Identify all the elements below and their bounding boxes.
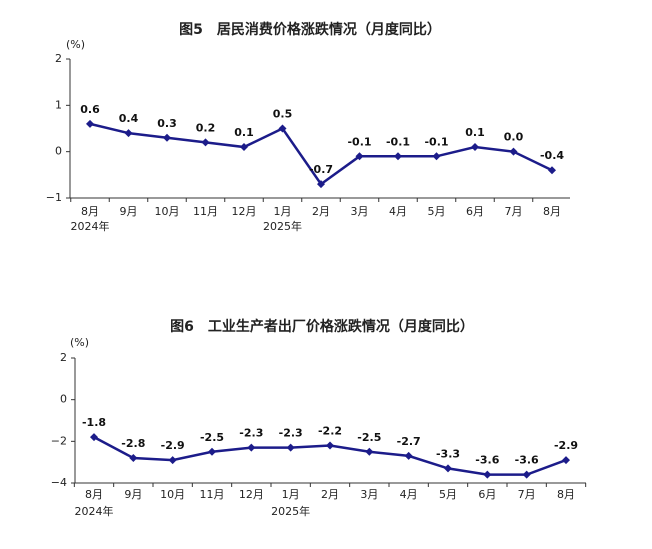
x-tick-label: 3月	[351, 205, 369, 218]
marker	[509, 147, 518, 156]
year-label: 2025年	[271, 504, 310, 518]
x-tick-label: 9月	[120, 205, 138, 218]
value-label: -2.3	[239, 427, 263, 440]
value-label: 0.5	[273, 108, 293, 121]
value-label: -2.5	[357, 431, 381, 444]
value-label: -2.3	[279, 427, 303, 440]
x-tick-label: 6月	[478, 488, 496, 501]
x-tick-label: 4月	[389, 205, 407, 218]
marker	[163, 133, 171, 142]
marker	[168, 456, 177, 465]
marker	[86, 119, 94, 128]
marker	[240, 143, 248, 152]
chart-title: 图5 居民消费价格涨跌情况（月度同比）	[179, 21, 441, 38]
x-tick-label: 8月	[557, 488, 575, 501]
marker	[522, 470, 531, 479]
value-label: -0.1	[347, 135, 371, 148]
value-label: 0.0	[504, 131, 524, 144]
year-label: 2024年	[75, 504, 114, 518]
value-label: 0.2	[196, 121, 216, 134]
marker	[404, 451, 413, 460]
y-tick-label: −1	[46, 191, 62, 204]
value-label: -3.3	[436, 447, 460, 460]
x-tick-label: 2月	[321, 488, 339, 501]
marker	[317, 180, 325, 189]
marker	[548, 166, 556, 175]
marker	[326, 441, 334, 450]
value-label: -2.7	[397, 435, 421, 448]
marker	[124, 129, 133, 138]
marker	[201, 138, 210, 147]
y-tick-label: 0	[55, 145, 62, 158]
marker	[432, 152, 441, 161]
x-tick-label: 7月	[505, 205, 523, 218]
marker	[208, 447, 216, 456]
x-tick-label: 1月	[282, 488, 300, 501]
x-tick-label: 8月	[81, 205, 99, 218]
value-label: 0.4	[119, 112, 139, 125]
y-tick-label: 1	[55, 98, 62, 111]
year-label: 2025年	[263, 219, 302, 233]
x-tick-label: 11月	[200, 488, 225, 501]
x-tick-label: 9月	[124, 488, 142, 501]
value-label: 0.3	[157, 117, 177, 130]
y-unit: (%)	[66, 38, 85, 51]
value-label: -0.1	[386, 135, 410, 148]
marker	[365, 447, 374, 456]
marker	[286, 443, 295, 452]
marker	[129, 454, 138, 462]
y-tick-label: 2	[55, 52, 62, 65]
marker	[483, 470, 492, 479]
x-tick-label: 12月	[239, 488, 264, 501]
x-tick-label: 1月	[274, 205, 292, 218]
x-tick-label: 8月	[543, 205, 561, 218]
value-label: 0.6	[80, 103, 100, 116]
y-tick-label: −2	[51, 434, 67, 447]
x-tick-label: 11月	[193, 205, 218, 218]
value-label: -3.6	[475, 454, 499, 467]
marker	[444, 464, 452, 473]
marker	[247, 443, 256, 452]
marker	[471, 143, 479, 152]
x-tick-label: 5月	[428, 205, 446, 218]
value-label: -2.5	[200, 431, 224, 444]
value-label: -0.1	[424, 135, 448, 148]
x-tick-label: 5月	[439, 488, 457, 501]
x-tick-label: 12月	[232, 205, 257, 218]
marker	[562, 456, 570, 465]
value-label: -2.2	[318, 425, 342, 438]
y-unit: (%)	[70, 336, 89, 349]
value-label: -1.8	[82, 416, 106, 429]
value-label: 0.1	[465, 126, 485, 139]
x-tick-label: 10月	[155, 205, 180, 218]
value-label: -2.9	[554, 439, 578, 452]
x-tick-label: 8月	[85, 488, 103, 501]
year-label: 2024年	[71, 219, 110, 233]
marker	[278, 124, 287, 133]
x-tick-label: 6月	[466, 205, 484, 218]
x-tick-label: 7月	[518, 488, 536, 501]
x-tick-label: 3月	[360, 488, 378, 501]
marker	[90, 433, 98, 442]
x-tick-label: 4月	[400, 488, 418, 501]
marker	[394, 152, 402, 161]
value-label: -3.6	[515, 454, 539, 467]
chart-title: 图6 工业生产者出厂价格涨跌情况（月度同比）	[170, 318, 474, 335]
y-tick-label: 2	[60, 351, 67, 364]
y-tick-label: 0	[60, 393, 67, 406]
marker	[355, 152, 364, 161]
value-label: 0.1	[234, 126, 254, 139]
x-tick-label: 2月	[312, 205, 330, 218]
x-tick-label: 10月	[160, 488, 185, 501]
value-label: -0.7	[309, 163, 333, 176]
y-tick-label: −4	[51, 476, 67, 489]
value-label: -2.9	[161, 439, 185, 452]
value-label: -0.4	[540, 149, 564, 162]
value-label: -2.8	[121, 437, 145, 450]
